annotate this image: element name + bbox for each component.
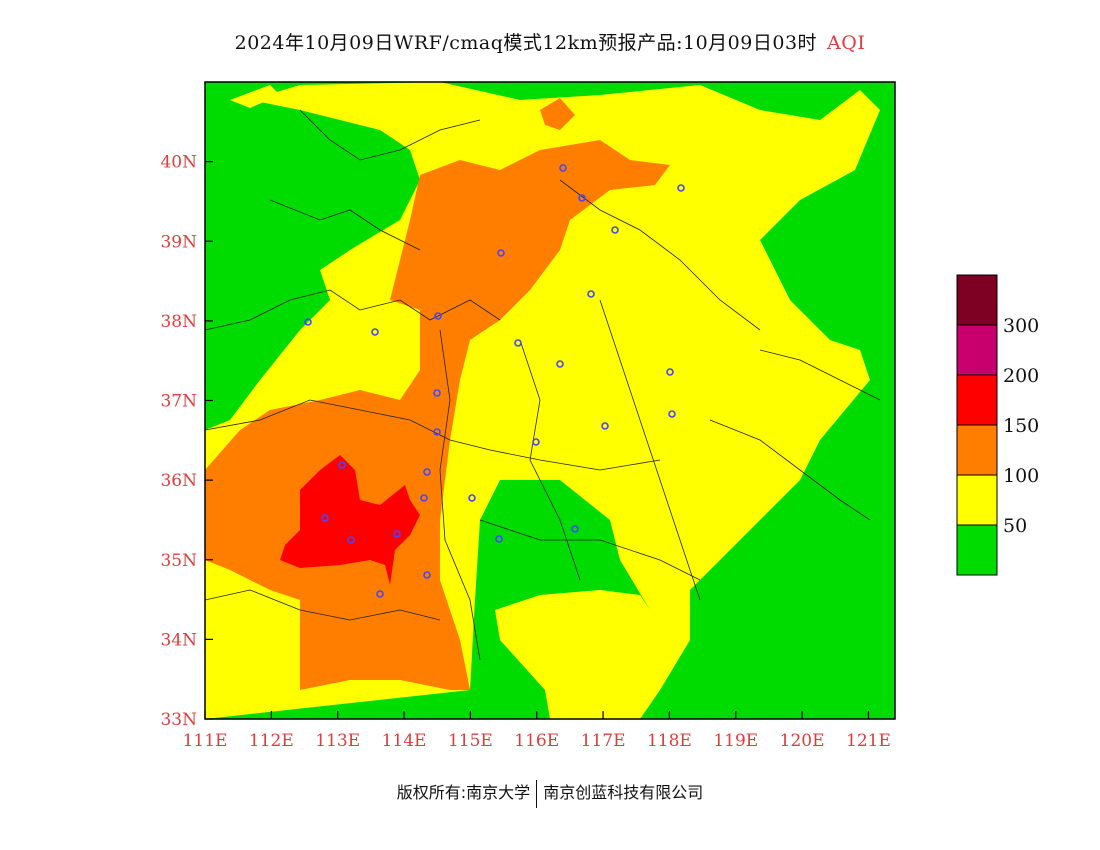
legend-swatch: [956, 374, 998, 426]
aqi-legend: 50 100 150 200 300: [956, 274, 1039, 576]
title-main: 2024年10月09日WRF/cmaq模式12km预报产品:10月09日03时: [234, 32, 818, 54]
legend-label: 150: [1003, 415, 1039, 437]
lon-tick-label: 120E: [780, 731, 825, 751]
legend-swatch: [956, 474, 998, 526]
aqi-region-moderate-nw: [230, 85, 280, 108]
lon-axis: 111E 112E 113E 114E 115E 116E 117E 118E 119E 120E…: [183, 711, 891, 751]
lat-axis: 33N 34N 35N 36N 37N 38N 39N 40N: [160, 153, 213, 730]
lon-tick-label: 111E: [183, 731, 228, 751]
aqi-region-sensitive-spot: [540, 98, 575, 130]
copyright-footer: 版权所有:南京大学 南京创蓝科技有限公司: [0, 779, 1100, 808]
aqi-region-unhealthy: [280, 455, 420, 585]
lat-tick-label: 33N: [160, 710, 197, 730]
lat-tick-label: 35N: [160, 551, 197, 571]
legend-swatch: [956, 424, 998, 476]
city-markers: [304, 164, 685, 598]
title-variable: AQI: [827, 32, 866, 54]
footer-separator: [536, 779, 538, 808]
lat-tick-label: 40N: [160, 153, 197, 173]
lon-tick-label: 115E: [448, 731, 493, 751]
lon-tick-label: 117E: [581, 731, 626, 751]
footer-right: 南京创蓝科技有限公司: [543, 783, 704, 802]
lon-tick-label: 116E: [514, 731, 559, 751]
lat-tick-label: 34N: [160, 630, 197, 650]
lon-tick-label: 114E: [382, 731, 427, 751]
lon-tick-label: 119E: [713, 731, 758, 751]
legend-label: 100: [1003, 465, 1039, 487]
legend-swatch: [956, 524, 998, 576]
legend-label: 200: [1003, 365, 1039, 387]
footer-left: 版权所有:南京大学: [396, 783, 531, 802]
legend-label: 50: [1003, 515, 1027, 537]
lat-tick-label: 38N: [160, 312, 197, 332]
map-title: 2024年10月09日WRF/cmaq模式12km预报产品:10月09日03时 A…: [0, 28, 1100, 55]
lat-tick-label: 36N: [160, 471, 197, 491]
aqi-field: [205, 82, 895, 719]
lon-tick-label: 121E: [846, 731, 891, 751]
legend-label: 300: [1003, 315, 1039, 337]
lon-tick-label: 112E: [249, 731, 294, 751]
lat-tick-label: 39N: [160, 232, 197, 252]
legend-swatch: [956, 324, 998, 376]
legend-swatch: [956, 274, 998, 326]
lat-tick-label: 37N: [160, 392, 197, 412]
lon-tick-label: 113E: [315, 731, 360, 751]
lon-tick-label: 118E: [647, 731, 692, 751]
province-boundaries: [205, 109, 881, 661]
